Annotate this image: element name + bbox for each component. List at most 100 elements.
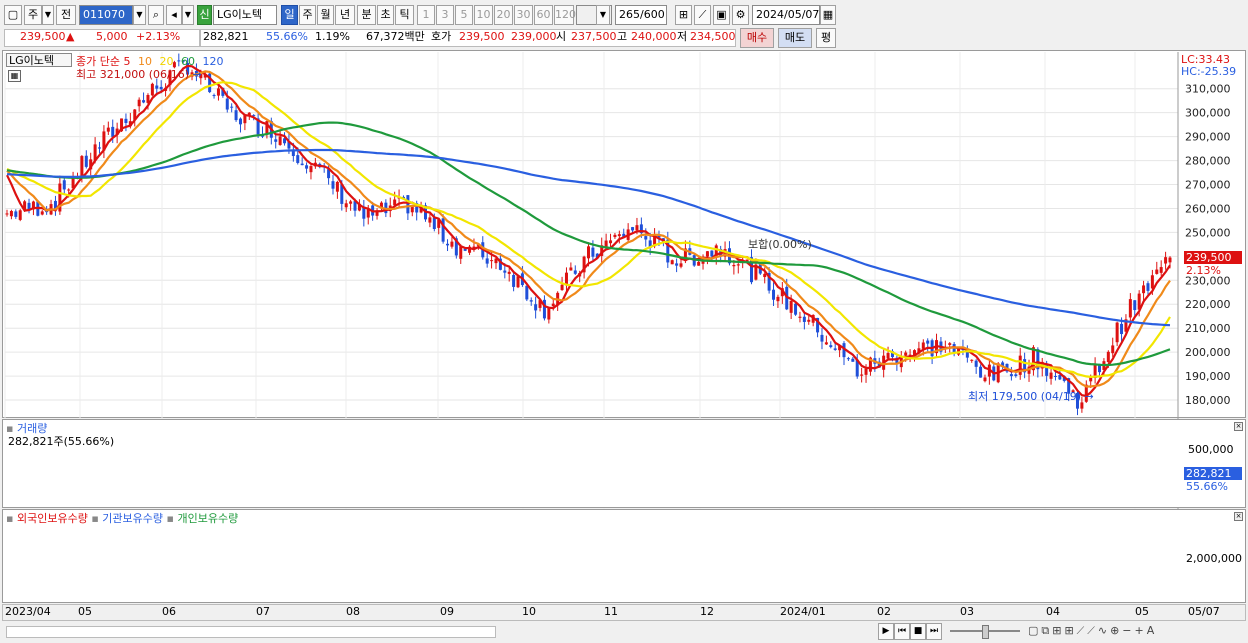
y-tick-label: 300,000: [1185, 107, 1231, 120]
period-tick[interactable]: 틱: [395, 5, 414, 25]
interval-3[interactable]: 3: [436, 5, 454, 25]
period-year[interactable]: 년: [335, 5, 355, 25]
candle: [749, 257, 753, 283]
first-icon[interactable]: ⏮: [894, 623, 910, 640]
gear-icon[interactable]: ⚙: [732, 5, 749, 25]
chart-tools-icons[interactable]: ▢⧉⊞⊞⟋⟋∿⊕−+A: [1028, 624, 1158, 637]
ma-title: 종가 단순: [76, 55, 120, 68]
ma-120-label: 120: [202, 55, 224, 68]
candle: [1142, 285, 1146, 294]
ma-10-label: 10: [137, 55, 152, 68]
price-change-pct: +2.13%: [136, 30, 181, 43]
candle: [983, 377, 987, 382]
x-tick-label: 04: [1046, 605, 1060, 618]
candle: [886, 353, 890, 359]
candle: [970, 359, 974, 361]
panel-close-icon[interactable]: ×: [1234, 512, 1243, 521]
interval-10[interactable]: 10: [474, 5, 493, 25]
candle: [238, 118, 242, 125]
ma-5-label: 5: [123, 55, 131, 68]
chevron-down-icon[interactable]: ▼: [133, 5, 146, 25]
sell-button[interactable]: 매도: [778, 28, 812, 48]
chevron-down-icon[interactable]: ▼: [596, 5, 610, 25]
candle: [551, 303, 555, 307]
candle: [53, 200, 57, 209]
candle: [829, 345, 833, 348]
candle: [80, 156, 84, 178]
zoom-slider-thumb[interactable]: [982, 625, 989, 639]
candle: [472, 246, 476, 249]
candle-type-icon[interactable]: ⊞: [675, 5, 692, 25]
candle: [1089, 376, 1093, 382]
chevron-down-icon[interactable]: ▼: [182, 5, 194, 25]
calendar-icon[interactable]: ▦: [820, 5, 836, 25]
period-week[interactable]: 주: [299, 5, 316, 25]
play-icon[interactable]: ▶: [878, 623, 894, 640]
y-tick-label: 250,000: [1185, 226, 1231, 239]
candle: [463, 248, 467, 251]
candle: [833, 348, 837, 350]
mode-selector[interactable]: 주: [24, 5, 42, 25]
stock-tag[interactable]: LG이노텍: [6, 53, 72, 67]
interval-20[interactable]: 20: [494, 5, 513, 25]
average-button[interactable]: 평: [816, 28, 836, 48]
candle: [776, 296, 780, 302]
scrollbar[interactable]: [6, 626, 496, 638]
candle: [375, 210, 379, 216]
last-icon[interactable]: ⏭: [926, 623, 942, 640]
candle: [291, 150, 295, 157]
interval-1[interactable]: 1: [417, 5, 435, 25]
stop-icon[interactable]: ■: [910, 623, 926, 640]
candle: [1045, 363, 1049, 376]
candle: [802, 316, 806, 322]
candle: [216, 88, 220, 96]
ma-20-label: 20: [159, 55, 174, 68]
candle: [58, 183, 62, 212]
candle: [357, 203, 361, 211]
interval-5[interactable]: 5: [455, 5, 473, 25]
hc-label: HC:-25.39: [1181, 65, 1237, 78]
ma-line-10: [6, 70, 1171, 388]
max-price-label: 최고 321,000 (06/16) →: [76, 68, 202, 81]
line-type-icon[interactable]: ⟋: [694, 5, 711, 25]
interval-60[interactable]: 60: [534, 5, 553, 25]
candle: [432, 217, 436, 230]
table-icon[interactable]: ▦: [8, 70, 21, 82]
candle: [917, 348, 921, 354]
period-second[interactable]: 초: [377, 5, 394, 25]
candle: [379, 202, 383, 208]
candle: [247, 112, 251, 117]
code-input[interactable]: 011070: [79, 5, 133, 25]
open-label: 시: [556, 30, 567, 43]
count-total: /600: [640, 8, 665, 21]
candle: [142, 100, 146, 103]
chevron-down-icon[interactable]: ▼: [42, 5, 54, 25]
y-tick-label: 200,000: [1185, 346, 1231, 359]
window-menu-icon[interactable]: ▢: [4, 5, 22, 25]
panel-close-icon[interactable]: ×: [1234, 422, 1243, 431]
date-input[interactable]: 2024/05/07: [752, 5, 820, 25]
buy-button[interactable]: 매수: [740, 28, 774, 48]
count-field[interactable]: 265/600: [615, 5, 667, 25]
period-month[interactable]: 월: [317, 5, 334, 25]
candle: [208, 73, 212, 93]
candle: [212, 95, 216, 97]
save-icon[interactable]: ▣: [713, 5, 730, 25]
candle: [441, 218, 445, 242]
interval-120[interactable]: 120: [554, 5, 576, 25]
volume-y-tick: 500,000: [1188, 443, 1234, 456]
interval-30[interactable]: 30: [514, 5, 533, 25]
candle: [525, 285, 529, 300]
ma-legend[interactable]: 종가 단순 5 10 20 60 120: [76, 53, 223, 69]
candle: [1075, 392, 1079, 409]
period-minute[interactable]: 분: [357, 5, 376, 25]
candle: [274, 139, 278, 142]
candle: [1128, 299, 1132, 318]
speaker-icon[interactable]: ◂: [166, 5, 182, 25]
ma-line-60: [6, 121, 1171, 367]
mode2-selector[interactable]: 전: [56, 5, 76, 25]
candle: [150, 83, 154, 96]
period-day[interactable]: 일: [281, 5, 298, 25]
candle: [763, 273, 767, 278]
search-icon[interactable]: ⌕: [148, 5, 164, 25]
